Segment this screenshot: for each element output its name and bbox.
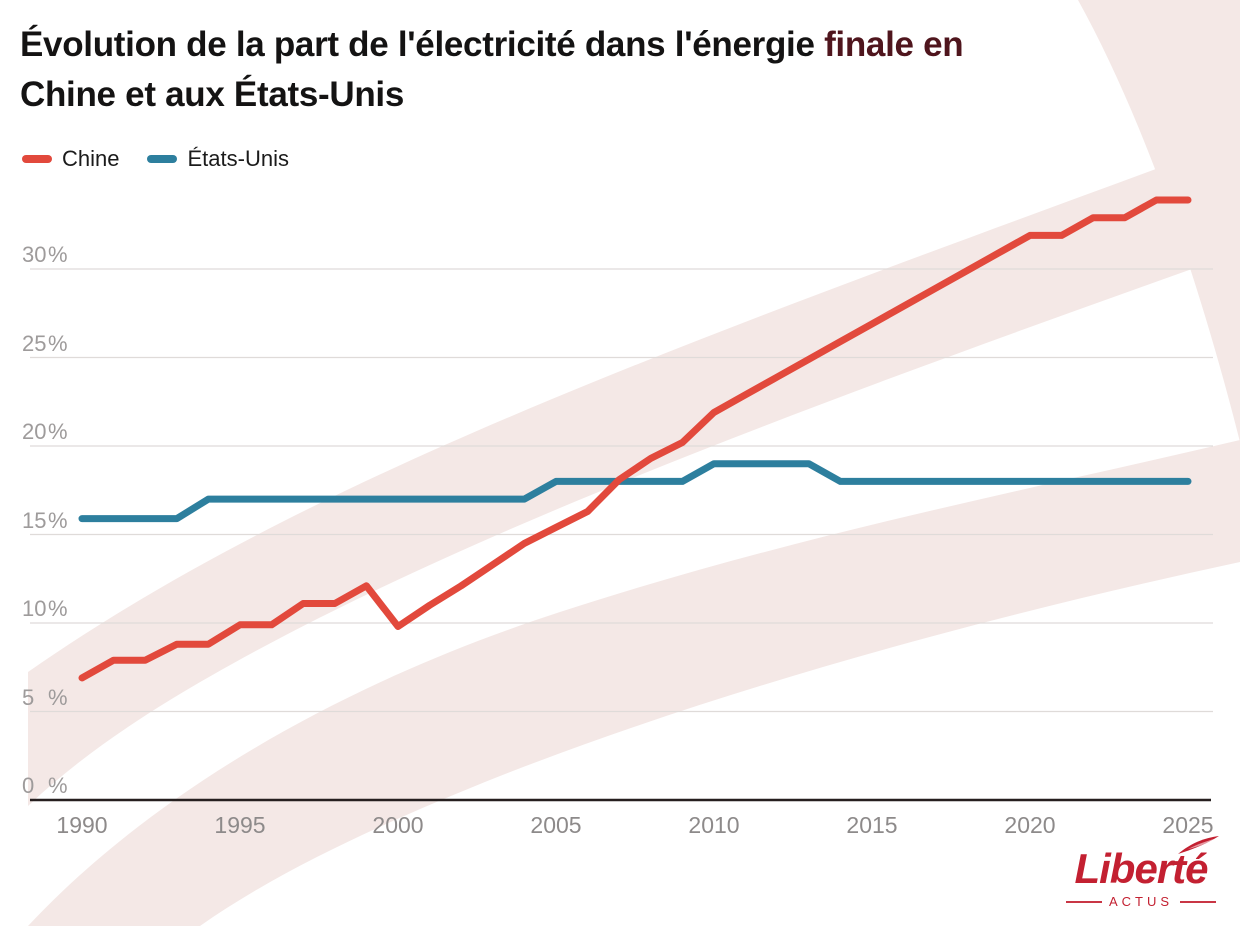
liberte-actus-logo: Liberté ACTUS (1066, 836, 1219, 909)
x-axis-label: 2015 (846, 812, 898, 838)
x-axis-label: 2000 (372, 812, 424, 838)
series-line-chine (78, 196, 1192, 682)
y-axis-label: 0% (22, 773, 68, 798)
y-axis-label: 5% (22, 685, 68, 710)
y-axis-label: 30% (22, 242, 68, 267)
x-axis-label: 2005 (530, 812, 582, 838)
logo-tagline: ACTUS (1066, 894, 1216, 909)
y-axis-label: 15% (22, 508, 68, 533)
y-axis-label: 10% (22, 596, 68, 621)
logo-wordmark: Liberté (1074, 845, 1208, 892)
y-axis-label: 20% (22, 419, 68, 444)
title-line-2: Chine et aux États-Unis (20, 75, 405, 114)
watermark-lower-mass-shape (28, 440, 1240, 926)
y-axis-label: 25% (22, 331, 68, 356)
x-axis-label: 2025 (1162, 812, 1214, 838)
x-axis-label: 1995 (214, 812, 266, 838)
logo-rule-left (1066, 900, 1102, 903)
x-axis-label: 1990 (56, 812, 108, 838)
logo-rule-right (1180, 900, 1216, 903)
title-text: Évolution de la part de l'électricité da… (20, 25, 815, 64)
legend-item-etats-unis: États-Unis (147, 146, 289, 172)
x-axis-label: 2010 (688, 812, 740, 838)
legend-swatch-chine-icon (22, 155, 52, 163)
chart-legend: Chine États-Unis (22, 146, 289, 172)
title-line-1: Évolution de la part de l'électricité da… (20, 20, 964, 70)
logo-tagline-text: ACTUS (1108, 894, 1174, 909)
legend-label-chine: Chine (62, 146, 120, 171)
watermark-corner-shape (1078, 0, 1240, 442)
series-line--tats-unis (78, 460, 1192, 523)
title-highlight: finale en (824, 25, 964, 64)
feather-icon (1178, 836, 1219, 854)
legend-swatch-etats-unis-icon (147, 155, 178, 163)
legend-item-chine: Chine (22, 146, 119, 172)
page-title: Évolution de la part de l'électricité da… (20, 20, 964, 120)
legend-label-etats-unis: États-Unis (187, 146, 289, 171)
x-axis-label: 2020 (1004, 812, 1056, 838)
